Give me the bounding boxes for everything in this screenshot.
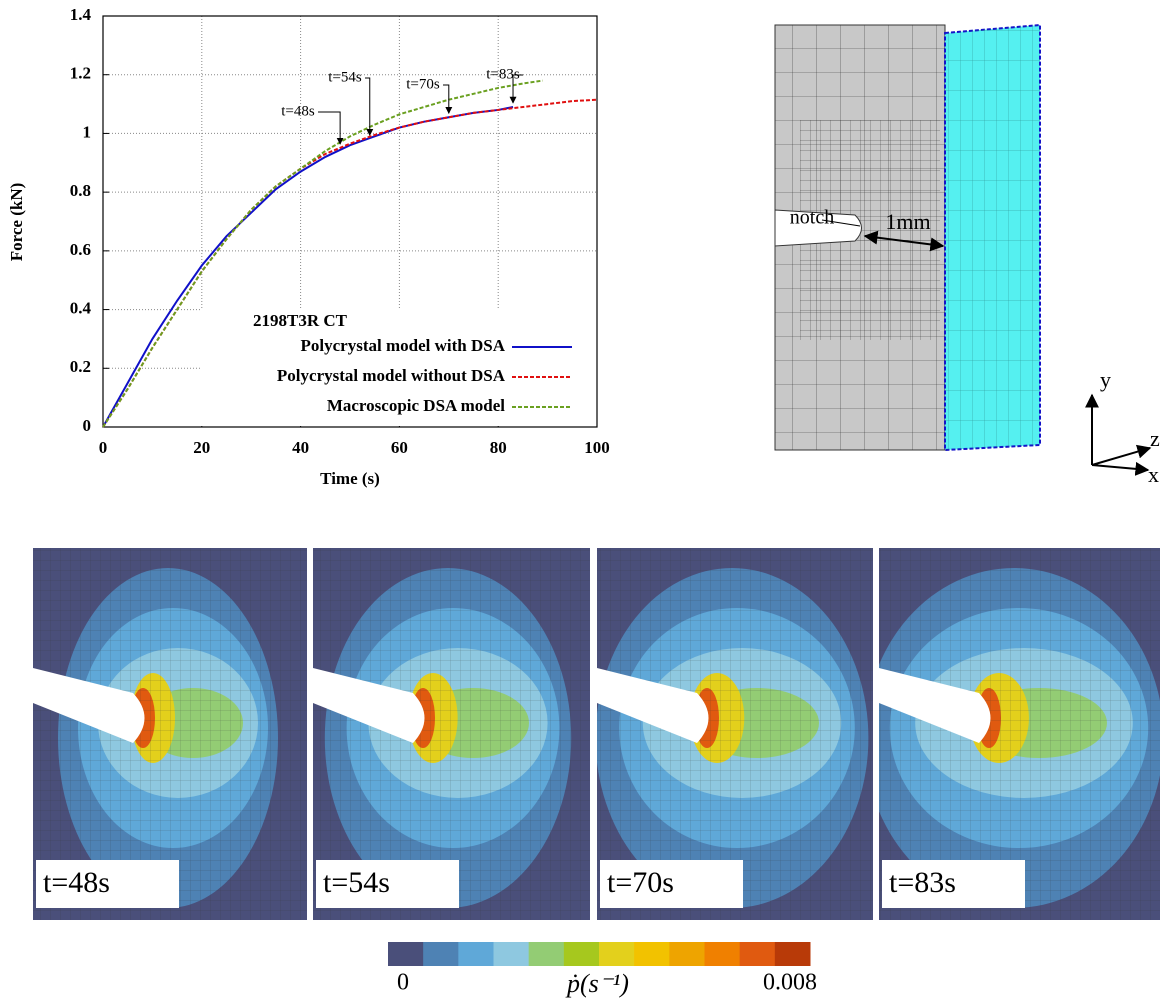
mesh-diagram: notch 1mm y z x — [774, 23, 1160, 487]
x-tick-label: 100 — [584, 438, 610, 457]
legend-label: Macroscopic DSA model — [327, 396, 505, 415]
mesh-overlay — [879, 548, 1160, 920]
axis-x-label: x — [1148, 462, 1159, 487]
series-line — [102, 79, 543, 428]
x-tick-label: 20 — [193, 438, 210, 457]
x-tick-label: 40 — [292, 438, 309, 457]
colorbar-max: 0.008 — [763, 970, 817, 996]
colorbar-swatch — [739, 942, 776, 966]
colorbar-swatch — [599, 942, 635, 966]
colorbar-swatch — [458, 942, 494, 966]
y-tick-label: 0.6 — [70, 240, 91, 259]
y-tick-label: 1.2 — [70, 64, 91, 83]
x-axis-title: Time (s) — [320, 469, 380, 488]
colorbar-swatch — [669, 942, 705, 966]
y-tick-label: 0 — [83, 416, 92, 435]
annotation-label: t=54s — [328, 69, 362, 85]
y-tick-label: 0.2 — [70, 357, 91, 376]
annotation-leader — [365, 77, 374, 137]
mesh-overlay — [313, 548, 590, 920]
colorbar-swatch — [388, 942, 424, 966]
y-tick-label: 1.4 — [70, 5, 92, 24]
length-label: 1mm — [885, 209, 930, 234]
legend-label: Polycrystal model without DSA — [277, 366, 506, 385]
panel-label: t=70s — [607, 866, 674, 899]
panel-label-box — [882, 860, 1025, 908]
contour-panel: t=48s — [33, 548, 307, 920]
annotation-label: t=48s — [281, 103, 315, 119]
annotation-label: t=83s — [486, 66, 520, 82]
annotation-leader — [318, 111, 344, 145]
annotation-label: t=70s — [406, 76, 440, 92]
notch — [879, 668, 991, 743]
legend-label: Polycrystal model with DSA — [301, 336, 506, 355]
colorbar-swatch — [528, 942, 565, 966]
plot-frame — [102, 15, 598, 428]
colorbar-min: 0 — [397, 970, 409, 996]
axis-z-label: z — [1150, 426, 1160, 451]
panel-label: t=54s — [323, 866, 390, 899]
colorbar-swatch — [774, 942, 811, 966]
x-tick-label: 80 — [490, 438, 507, 457]
colorbar-label: ṗ(s⁻¹) — [565, 969, 629, 998]
x-tick-label: 60 — [391, 438, 408, 457]
notch-label: notch — [790, 207, 834, 229]
panel-label: t=48s — [43, 866, 110, 899]
y-axis-title: Force (kN) — [7, 183, 26, 262]
contour-panel: t=83s — [879, 548, 1160, 920]
notch — [597, 668, 709, 743]
colorbar-swatch — [493, 942, 530, 966]
mesh-overlay — [597, 548, 873, 920]
panel-label-box — [316, 860, 459, 908]
panel-label-box — [600, 860, 743, 908]
mesh-overlay — [33, 548, 307, 920]
y-tick-label: 1 — [83, 122, 92, 141]
colorbar-swatch — [634, 942, 670, 966]
contour-panel: t=70s — [597, 548, 873, 920]
series-line — [102, 98, 598, 428]
notch — [33, 668, 145, 743]
axis-y-label: y — [1100, 367, 1111, 392]
panel-label: t=83s — [889, 866, 956, 899]
y-tick-label: 0.8 — [70, 181, 91, 200]
colorbar-swatch — [704, 942, 741, 966]
colorbar-swatch — [563, 942, 600, 966]
annotation-leader — [443, 84, 453, 114]
annotation-leader — [509, 74, 523, 104]
notch — [313, 668, 425, 743]
contour-panel: t=54s — [313, 548, 590, 920]
panel-label-box — [36, 860, 179, 908]
y-tick-label: 0.4 — [70, 298, 92, 317]
colorbar-swatch — [423, 942, 459, 966]
legend-title: 2198T3R CT — [253, 311, 348, 330]
x-tick-label: 0 — [99, 438, 108, 457]
